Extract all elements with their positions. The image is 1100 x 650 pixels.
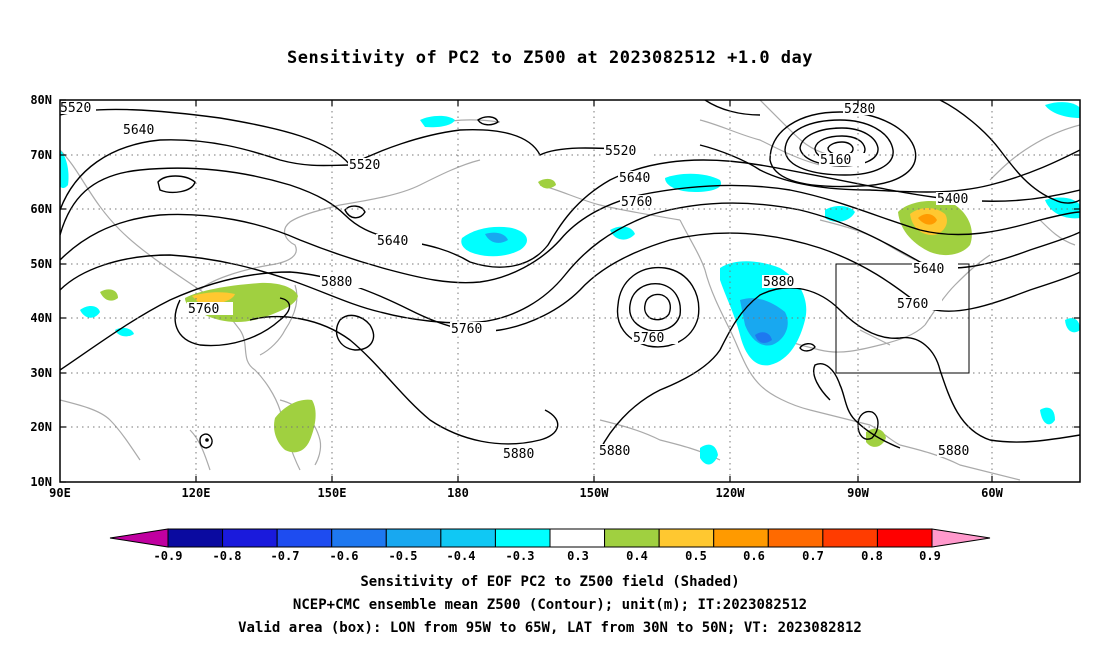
shade-carib-cyan — [700, 444, 718, 465]
colorbar-right-arrow — [931, 528, 991, 548]
lon-label: 150E — [318, 486, 347, 500]
contour-label: 5760 — [621, 195, 652, 210]
colorbar-cell — [494, 528, 551, 548]
contour-label: 5640 — [913, 262, 944, 277]
caption-line-3: Valid area (box): LON from 95W to 65W, L… — [238, 620, 862, 636]
shade-canada-orange — [918, 214, 937, 225]
map-title: Sensitivity of PC2 to Z500 at 2023082512… — [286, 48, 813, 68]
map-border — [59, 99, 1081, 483]
lat-label: 80N — [30, 93, 52, 107]
contour-label: 5760 — [897, 297, 928, 312]
lon-label: 120E — [182, 486, 211, 500]
shade-npac-green — [538, 178, 556, 189]
colorbar-label: 0.7 — [802, 549, 824, 563]
contour-label: 5760 — [633, 331, 664, 346]
shade-atlantic-cyan — [1045, 102, 1080, 118]
shade-east-asia-cyan — [80, 306, 100, 318]
contour-label: 5880 — [503, 447, 534, 462]
shade-china-green — [100, 289, 118, 301]
colorbar-left-arrow — [109, 528, 169, 548]
colorbar-label: 0.4 — [626, 549, 648, 563]
colorbar-label: -0.5 — [389, 549, 418, 563]
contour-label: 5880 — [763, 275, 794, 290]
latitude-labels: 80N 70N 60N 50N 40N 30N 20N 10N — [30, 93, 52, 489]
colorbar-label: -0.4 — [447, 549, 476, 563]
colorbar-cell — [822, 528, 878, 548]
colorbar-cell — [385, 528, 442, 548]
dot-marker — [205, 438, 209, 442]
contour-label: 5640 — [123, 123, 154, 138]
colorbar-label: -0.8 — [213, 549, 242, 563]
shade-us-darkblue — [755, 332, 772, 343]
shade-philippines-green — [274, 399, 316, 453]
caption-line-2: NCEP+CMC ensemble mean Z500 (Contour); u… — [292, 597, 808, 613]
contour-label: 5640 — [377, 234, 408, 249]
colorbar-label: 0.6 — [743, 549, 765, 563]
valid-area-box — [835, 263, 970, 374]
colorbar-label: 0.3 — [567, 549, 589, 563]
colorbar-cell — [604, 528, 660, 548]
lon-label: 150W — [580, 486, 610, 500]
contour-labels: 5520 5640 5520 5640 5760 5880 5760 5520 … — [60, 101, 983, 462]
colorbar-cell — [876, 528, 933, 548]
lat-label: 40N — [30, 311, 52, 325]
shade-gulf-cyan — [665, 173, 722, 192]
contour-label: 5520 — [60, 101, 91, 116]
shade-northpac-cyan — [420, 115, 455, 128]
colorbar-cell — [276, 528, 333, 548]
contour-label: 5880 — [938, 444, 969, 459]
shade-hudson-cyan — [825, 206, 855, 222]
lat-label: 70N — [30, 148, 52, 162]
caption-line-1: Sensitivity of EOF PC2 to Z500 field (Sh… — [360, 574, 740, 590]
lat-label: 30N — [30, 366, 52, 380]
colorbar-cell — [713, 528, 769, 548]
colorbar: -0.9 -0.8 -0.7 -0.6 -0.5 -0.4 -0.3 0.3 0… — [109, 528, 991, 563]
colorbar-label: -0.7 — [271, 549, 300, 563]
colorbar-label: -0.6 — [330, 549, 359, 563]
contour-label: 5760 — [188, 302, 219, 317]
colorbar-cell — [549, 528, 606, 548]
colorbar-label: 0.5 — [685, 549, 707, 563]
contour-label: 5520 — [605, 144, 636, 159]
shade-east-cyan3 — [1065, 318, 1080, 333]
shade-pacific-cyan2 — [485, 232, 508, 243]
contour-label: 5880 — [599, 444, 630, 459]
lon-label: 60W — [981, 486, 1003, 500]
axis-ticks — [60, 99, 1080, 483]
contour-label: 5640 — [619, 171, 650, 186]
colorbar-cell — [331, 528, 387, 548]
shade-east-cyan2 — [1040, 407, 1055, 425]
contour-label: 5160 — [820, 153, 851, 168]
colorbar-cell — [767, 528, 824, 548]
shade-us-blue — [740, 298, 788, 346]
lat-label: 60N — [30, 202, 52, 216]
lon-label: 90W — [847, 486, 869, 500]
colorbar-cell — [440, 528, 496, 548]
lat-label: 20N — [30, 420, 52, 434]
lat-label: 50N — [30, 257, 52, 271]
colorbar-label: 0.9 — [919, 549, 941, 563]
colorbar-cell — [658, 528, 715, 548]
colorbar-label: -0.3 — [506, 549, 535, 563]
lon-label: 180 — [447, 486, 469, 500]
lat-label: 10N — [30, 475, 52, 489]
shade-japan-yellow — [192, 292, 235, 305]
colorbar-cell — [222, 528, 278, 548]
lon-label: 90E — [49, 486, 71, 500]
colorbar-cell — [167, 528, 224, 548]
shade-west-cyan — [60, 150, 69, 189]
lon-label: 120W — [716, 486, 746, 500]
contour-label: 5400 — [937, 192, 968, 207]
colorbar-label: -0.9 — [154, 549, 183, 563]
colorbar-label: 0.8 — [861, 549, 883, 563]
contour-label: 5280 — [844, 102, 875, 117]
shade-pac-cyan3 — [610, 226, 635, 240]
longitude-labels: 90E 120E 150E 180 150W 120W 90W 60W — [49, 486, 1003, 500]
contour-label: 5880 — [321, 275, 352, 290]
contour-label: 5760 — [451, 322, 482, 337]
contour-label: 5520 — [349, 158, 380, 173]
